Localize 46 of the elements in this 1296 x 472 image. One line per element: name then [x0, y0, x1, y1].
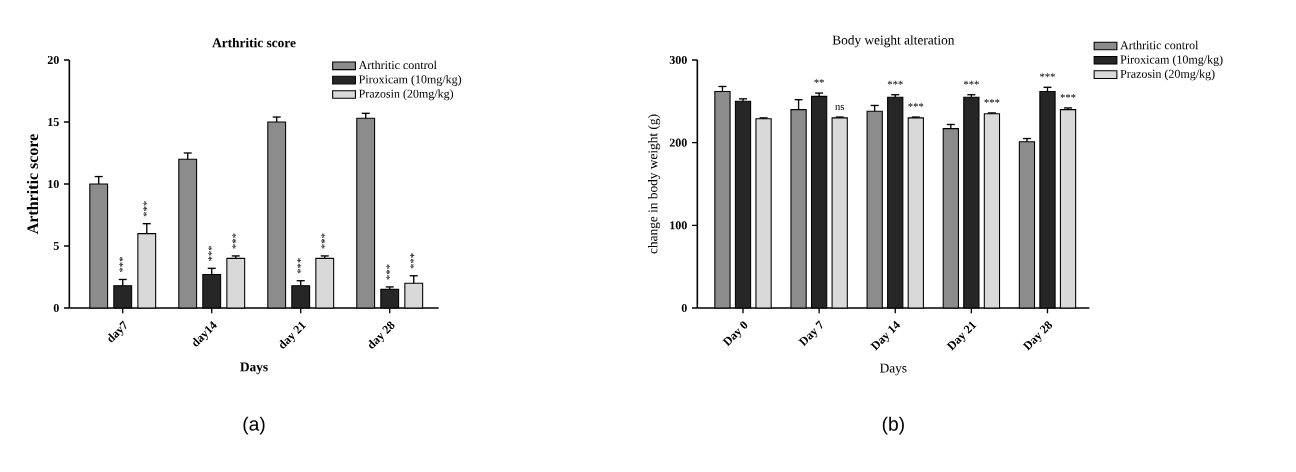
y-tick-label: 15 [48, 117, 59, 127]
legend-label: Arthritic control [1120, 40, 1199, 50]
x-tick-label: Day 0 [722, 321, 748, 347]
text: (b) [882, 416, 904, 435]
x-tick-label: Day 28 [1022, 321, 1053, 351]
annotation: ns [835, 104, 845, 111]
x-tick-label: Day 14 [870, 320, 901, 351]
annotation: *** [963, 80, 979, 85]
y-tick-label: 20 [47, 55, 59, 65]
annotation: *** [386, 264, 391, 280]
y-axis-title: Arthritic score [26, 134, 39, 235]
annotation: *** [410, 253, 415, 269]
annotation: ** [814, 79, 824, 84]
annotation: *** [297, 258, 302, 274]
text: (a) [243, 416, 265, 435]
annotation: *** [887, 80, 903, 85]
annotation: *** [321, 233, 326, 249]
annotation: *** [984, 98, 1000, 103]
legend-label: Piroxicam (10mg/kg) [358, 74, 462, 86]
x-tick-label: day 21 [279, 321, 307, 349]
annotation: *** [1040, 73, 1055, 78]
x-tick-label: Day 7 [798, 320, 823, 347]
annotation: *** [119, 257, 124, 273]
y-axis-title: change in body weight (g) [648, 114, 661, 254]
legend-label: Prazosin (20mg/kg) [1120, 69, 1215, 81]
annotation: *** [908, 103, 924, 108]
legend-label: Arthritic control [358, 60, 437, 70]
y-tick-label: 200 [669, 138, 687, 147]
y-tick-label: 100 [670, 221, 687, 230]
legend-label: Prazosin (20mg/kg) [358, 89, 454, 101]
y-tick-label: 0 [681, 303, 687, 313]
x-axis-title: Days [880, 363, 907, 376]
y-tick-label: 0 [53, 303, 59, 313]
y-tick-label: 10 [48, 179, 59, 189]
y-tick-label: 300 [669, 55, 687, 65]
x-tick-label: day 28 [368, 321, 395, 349]
legend-label: Piroxicam (10mg/kg) [1120, 55, 1223, 67]
x-tick-label: Day 21 [946, 321, 977, 351]
chart-title: Arthritic score [212, 37, 296, 48]
annotation: *** [232, 233, 237, 249]
annotation: *** [1060, 94, 1076, 98]
y-tick-label: 5 [53, 242, 59, 250]
x-axis-title: Days [240, 362, 268, 375]
annotation: *** [208, 245, 213, 261]
chart-title: Body weight alteration [832, 35, 955, 48]
annotation: *** [143, 201, 148, 217]
